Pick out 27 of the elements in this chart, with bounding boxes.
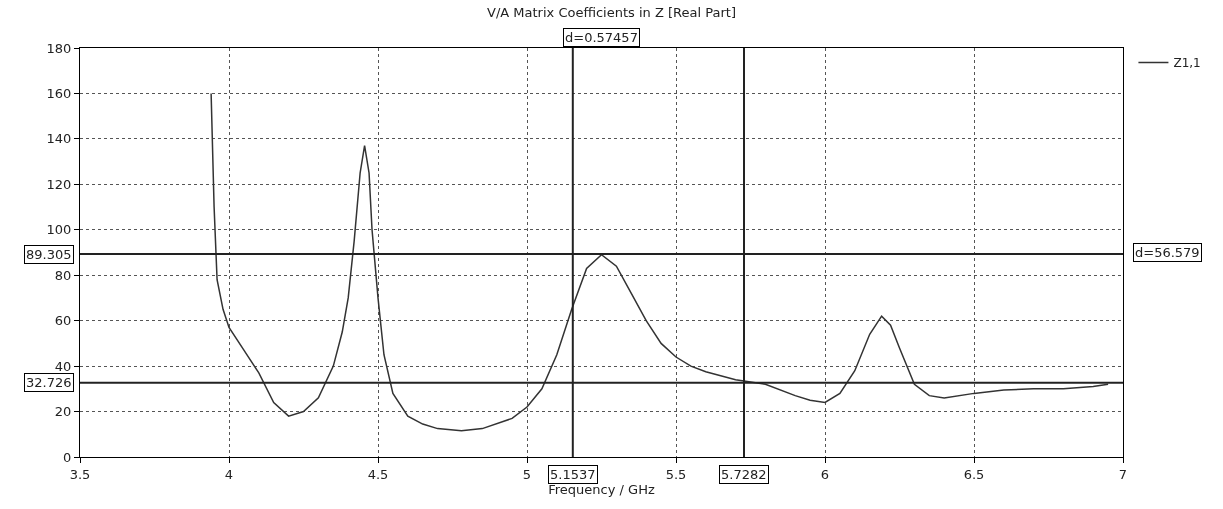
chart-title: V/A Matrix Coefficients in Z [Real Part] [487,4,736,20]
x-tick-label: 4.5 [367,466,389,482]
y-tick-label: 20 [54,404,72,420]
x-axis-title: Frequency / GHz [548,482,655,498]
x-tick-label: 5.5 [665,466,687,482]
y-tick-label: 120 [46,176,72,192]
y-tick-label: 40 [54,358,72,374]
x-tick-label: 5 [522,466,532,482]
text: d=56.579 [1135,245,1200,260]
text: d=0.57457 [565,30,638,45]
x-tick-label: 4 [224,466,234,482]
y-tick-label: 60 [54,313,72,329]
ref-line-label: 5.1537 [550,467,596,482]
x-tick-label: 7 [1118,466,1128,482]
y-tick-label: 180 [46,40,72,56]
y-tick-label: 140 [46,131,72,147]
x-tick-label: 3.5 [69,466,91,482]
y-tick-label: 0 [63,449,72,465]
y-tick-label: 160 [46,85,72,101]
ref-line-label: 32.726 [26,375,72,390]
y-tick-label: 100 [46,222,72,238]
legend-label: Z1,1 [1173,56,1201,71]
x-tick-label: 6 [820,466,830,482]
y-tick-label: 80 [54,267,72,283]
ref-line-label: 5.7282 [721,467,767,482]
ref-line-label: 89.305 [26,247,72,262]
x-tick-label: 6.5 [963,466,985,482]
